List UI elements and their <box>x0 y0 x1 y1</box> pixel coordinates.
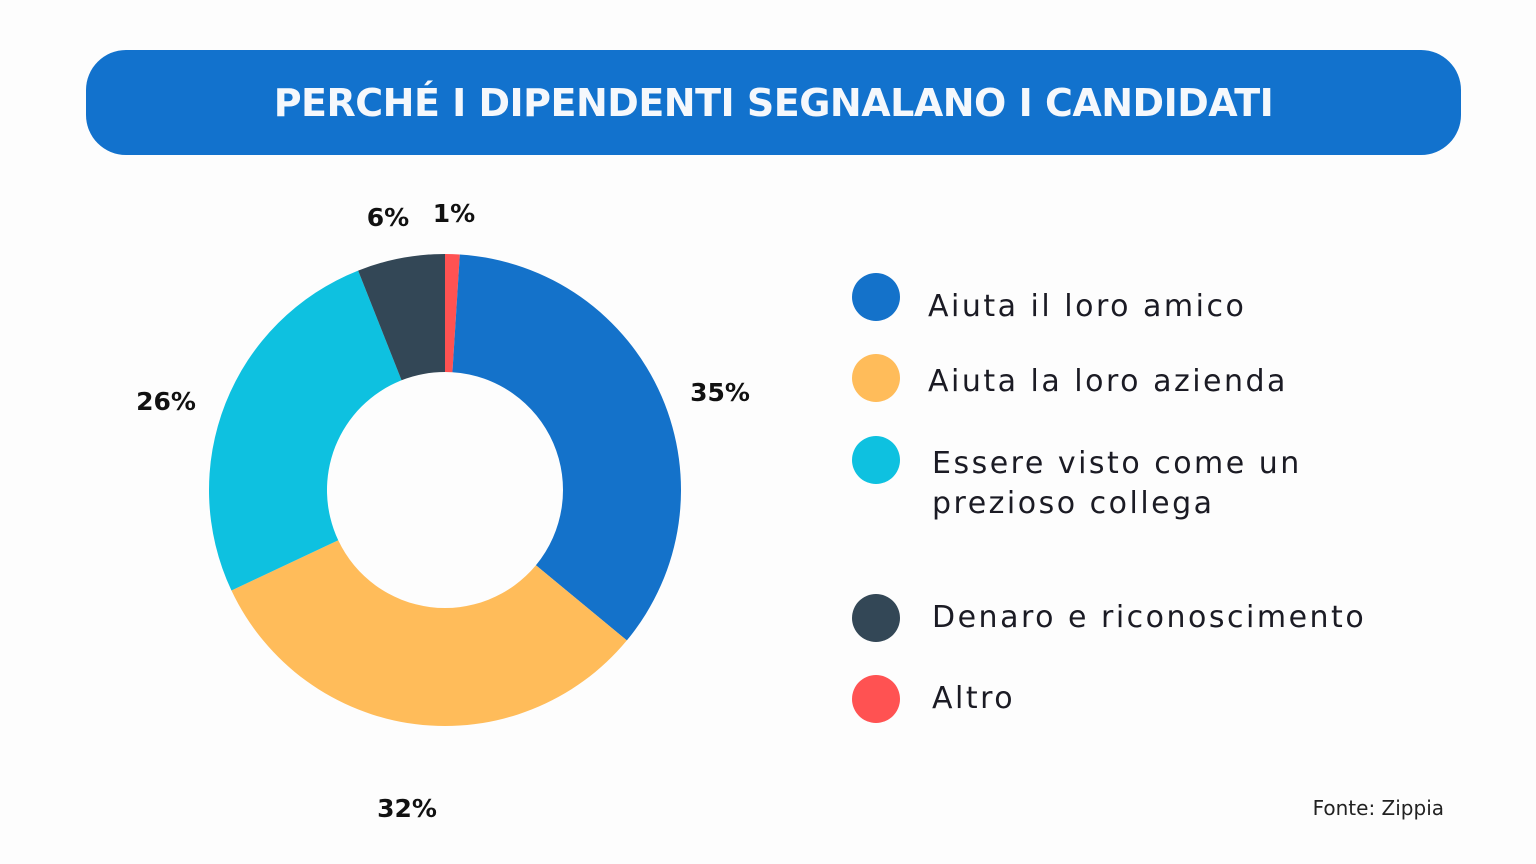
legend-item-other: Altro <box>852 675 1015 723</box>
data-label: 35% <box>690 378 750 407</box>
legend-label: Altro <box>932 681 1016 716</box>
legend-item-money: Denaro e riconoscimento <box>852 594 1366 642</box>
legend-label: Denaro e riconoscimento <box>932 600 1367 635</box>
legend-item-company: Aiuta la loro azienda <box>852 354 1288 402</box>
data-label: 26% <box>136 387 196 416</box>
legend-item-friend: Aiuta il loro amico <box>852 273 1246 327</box>
legend-swatch <box>852 273 900 321</box>
slice-other <box>445 254 460 373</box>
slice-friend <box>452 254 682 641</box>
legend-swatch <box>852 354 900 402</box>
slice-money <box>358 254 445 381</box>
legend-swatch <box>852 675 900 723</box>
legend-swatch <box>852 436 900 484</box>
slice-colleague <box>209 270 402 591</box>
legend-label: Aiuta il loro amico <box>928 289 1247 324</box>
slice-company <box>231 540 627 726</box>
legend-label: Aiuta la loro azienda <box>928 364 1288 399</box>
title-banner: PERCHÉ I DIPENDENTI SEGNALANO I CANDIDAT… <box>86 50 1461 155</box>
chart-title: PERCHÉ I DIPENDENTI SEGNALANO I CANDIDAT… <box>273 80 1274 125</box>
legend-label: Essere visto come un prezioso collega <box>932 446 1302 521</box>
data-label: 6% <box>367 203 409 232</box>
data-label: 1% <box>433 199 475 228</box>
data-label: 32% <box>377 794 437 823</box>
legend-item-colleague: Essere visto come un prezioso collega <box>852 436 1332 524</box>
legend-swatch <box>852 594 900 642</box>
source-note: Fonte: Zippia <box>1312 796 1444 820</box>
